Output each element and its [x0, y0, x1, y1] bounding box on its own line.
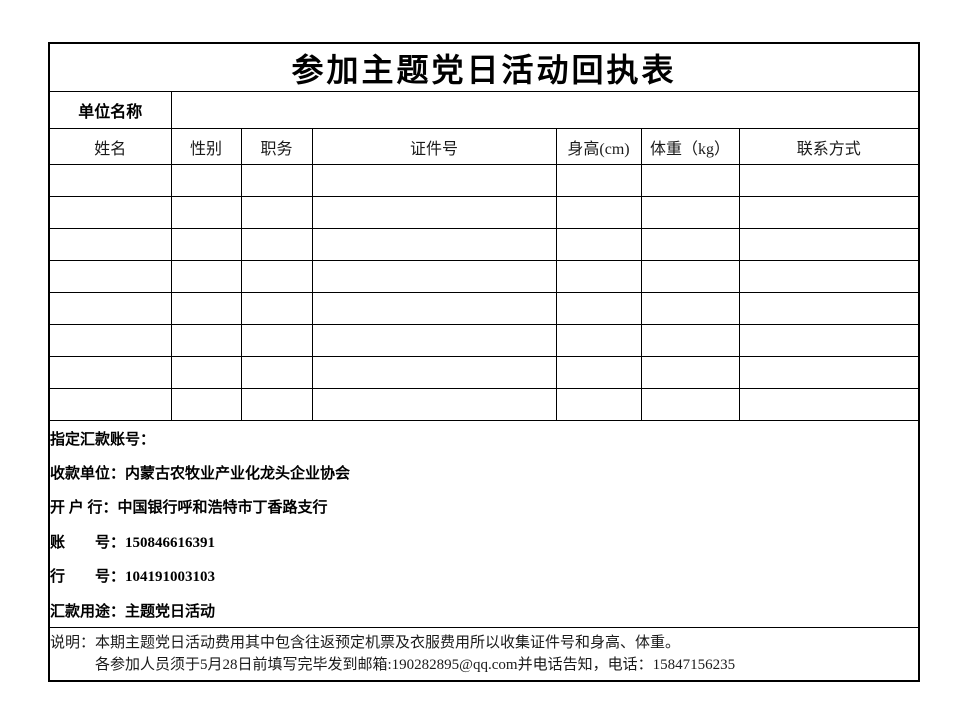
entry-cell[interactable]: [170, 164, 242, 197]
entry-cell[interactable]: [240, 388, 313, 421]
entry-cell[interactable]: [170, 228, 242, 261]
entry-cell[interactable]: [555, 292, 642, 325]
column-header-1: 姓名: [48, 128, 172, 165]
column-header-2: 性别: [170, 128, 242, 165]
entry-cell[interactable]: [240, 260, 313, 293]
entry-cell[interactable]: [640, 356, 740, 389]
entry-cell[interactable]: [240, 228, 313, 261]
entry-cell[interactable]: [640, 228, 740, 261]
entry-cell[interactable]: [640, 324, 740, 357]
entry-cell[interactable]: [170, 356, 242, 389]
entry-cell[interactable]: [48, 292, 172, 325]
entry-cell[interactable]: [640, 388, 740, 421]
column-header-4: 证件号: [311, 128, 557, 165]
unit-name-value-cell[interactable]: [170, 91, 920, 129]
entry-cell[interactable]: [170, 388, 242, 421]
column-header-row: 姓名 性别 职务 证件号 身高(cm) 体重（kg） 联系方式: [48, 128, 920, 165]
bank-info-cell: 指定汇款账号： 收款单位：内蒙古农牧业产业化龙头企业协会开 户 行：中国银行呼和浩…: [48, 419, 920, 629]
entry-row-1: [48, 164, 920, 197]
bank-field-5: 汇款用途：主题党日活动: [50, 603, 216, 620]
entry-cell[interactable]: [311, 292, 557, 325]
entry-cell[interactable]: [170, 196, 242, 229]
entry-cell[interactable]: [48, 228, 172, 261]
entry-cell[interactable]: [48, 356, 172, 389]
entry-cell[interactable]: [738, 388, 920, 421]
entry-cell[interactable]: [240, 356, 313, 389]
entry-cell[interactable]: [640, 292, 740, 325]
bank-heading: 指定汇款账号：: [50, 431, 156, 448]
entry-cell[interactable]: [48, 164, 172, 197]
entry-cell[interactable]: [170, 324, 242, 357]
entry-row-6: [48, 324, 920, 357]
unit-name-label: 单位名称: [48, 91, 172, 129]
entry-cell[interactable]: [555, 228, 642, 261]
column-header-6: 体重（kg）: [640, 128, 740, 165]
bank-field-1: 收款单位：内蒙古农牧业产业化龙头企业协会: [50, 466, 351, 483]
column-header-3: 职务: [240, 128, 313, 165]
entry-cell[interactable]: [640, 164, 740, 197]
entry-cell[interactable]: [555, 324, 642, 357]
entry-cell[interactable]: [555, 388, 642, 421]
entry-cell[interactable]: [240, 164, 313, 197]
entry-cell[interactable]: [240, 292, 313, 325]
entry-cell[interactable]: [555, 356, 642, 389]
entry-cell[interactable]: [738, 164, 920, 197]
entry-cell[interactable]: [311, 164, 557, 197]
bank-field-2: 开 户 行：中国银行呼和浩特市丁香路支行: [50, 500, 328, 517]
entry-cell[interactable]: [738, 228, 920, 261]
entry-row-2: [48, 196, 920, 229]
entry-cell[interactable]: [640, 260, 740, 293]
bank-field-3: 账 号：150846616391: [50, 534, 216, 551]
entry-cell[interactable]: [738, 324, 920, 357]
entry-cell[interactable]: [555, 196, 642, 229]
note-text: 说明： 本期主题党日活动费用其中包含往返预定机票及衣服费用所以收集证件号和身高、…: [50, 632, 918, 676]
entry-cell[interactable]: [48, 324, 172, 357]
note-content: 本期主题党日活动费用其中包含往返预定机票及衣服费用所以收集证件号和身高、体重。各…: [95, 632, 918, 676]
note-line-1: 本期主题党日活动费用其中包含往返预定机票及衣服费用所以收集证件号和身高、体重。: [95, 635, 681, 652]
unit-name-row: 单位名称: [48, 91, 920, 129]
entry-row-7: [48, 356, 920, 389]
entry-cell[interactable]: [240, 196, 313, 229]
entry-cell[interactable]: [48, 388, 172, 421]
entry-cell[interactable]: [311, 260, 557, 293]
entry-cell[interactable]: [311, 324, 557, 357]
reply-form-table: 参加主题党日活动回执表 单位名称 姓名 性别 职务 证件号 身高(cm) 体重（kg） 联系…: [48, 42, 921, 683]
bank-info-row: 指定汇款账号： 收款单位：内蒙古农牧业产业化龙头企业协会开 户 行：中国银行呼和浩…: [48, 419, 920, 629]
entry-cell[interactable]: [311, 196, 557, 229]
entry-row-3: [48, 228, 920, 261]
entry-cell[interactable]: [555, 260, 642, 293]
column-header-5: 身高(cm): [555, 128, 642, 165]
entry-cell[interactable]: [311, 356, 557, 389]
note-line-2: 各参加人员须于5月28日前填写完毕发到邮箱:190282895@qq.com并电…: [95, 657, 736, 674]
entry-cell[interactable]: [738, 292, 920, 325]
note-row: 说明： 本期主题党日活动费用其中包含往返预定机票及衣服费用所以收集证件号和身高、…: [48, 627, 920, 682]
entry-cell[interactable]: [48, 260, 172, 293]
entry-cell[interactable]: [738, 356, 920, 389]
column-header-7: 联系方式: [738, 128, 920, 165]
form-title: 参加主题党日活动回执表: [48, 42, 920, 92]
entry-cell[interactable]: [738, 196, 920, 229]
entry-row-4: [48, 260, 920, 293]
entry-cell[interactable]: [311, 388, 557, 421]
bank-field-4: 行 号：104191003103: [50, 569, 216, 586]
entry-cell[interactable]: [555, 164, 642, 197]
entry-cell[interactable]: [170, 292, 242, 325]
note-cell: 说明： 本期主题党日活动费用其中包含往返预定机票及衣服费用所以收集证件号和身高、…: [48, 627, 920, 682]
entry-cell[interactable]: [48, 196, 172, 229]
entry-cell[interactable]: [240, 324, 313, 357]
entry-cell[interactable]: [738, 260, 920, 293]
entry-cell[interactable]: [170, 260, 242, 293]
title-row: 参加主题党日活动回执表: [48, 42, 920, 92]
entry-cell[interactable]: [640, 196, 740, 229]
entry-row-5: [48, 292, 920, 325]
entry-row-8: [48, 388, 920, 421]
note-label: 说明：: [50, 635, 96, 652]
entry-cell[interactable]: [311, 228, 557, 261]
